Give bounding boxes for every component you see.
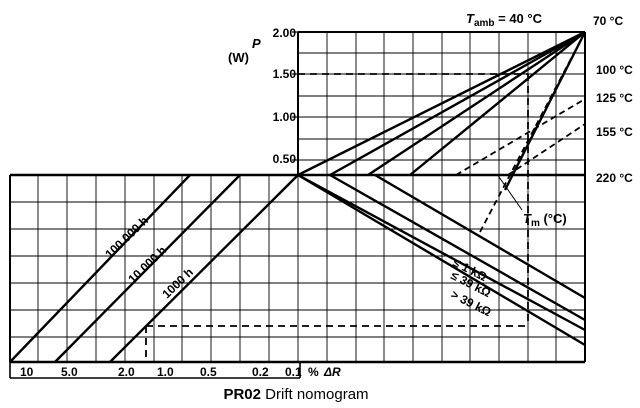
y-tick-label: 1.50 xyxy=(273,67,297,81)
hour-line-1000 xyxy=(109,174,299,363)
x-tick-label: 5.0 xyxy=(61,365,78,379)
right-temp-label: 220 °C xyxy=(596,171,633,185)
hour-label: 10 000 h xyxy=(125,243,169,286)
y-tick-label: 1.00 xyxy=(273,110,297,124)
derating-line-100 xyxy=(367,30,586,177)
hour-label: 100 000 h xyxy=(102,214,151,262)
derating-dashed-220 xyxy=(507,123,586,176)
y-axis-unit: (W) xyxy=(228,50,249,65)
nomogram-lines xyxy=(9,30,587,363)
resistance-line-extra xyxy=(374,173,586,300)
y-tick-label: 2.00 xyxy=(273,26,297,40)
tm-leader xyxy=(496,173,523,211)
x-tick-label: 0.5 xyxy=(200,365,217,379)
derating-line-40 xyxy=(297,30,586,177)
derating-steep-line xyxy=(503,31,587,191)
x-axis-symbol: ΔR xyxy=(323,365,341,379)
x-tick-label: 0.1 xyxy=(285,365,302,379)
figure-caption: PR02 Drift nomogram xyxy=(223,386,368,403)
hour-line-10000 xyxy=(54,174,241,363)
right-temp-label: 100 °C xyxy=(596,63,633,77)
right-temp-label: 155 °C xyxy=(596,125,633,139)
x-tick-label: 10 xyxy=(20,365,34,379)
x-tick-label: 2.0 xyxy=(118,365,135,379)
derating-line-70 xyxy=(329,30,586,177)
resistance-line-39k xyxy=(297,173,586,347)
hour-line-100000 xyxy=(9,174,191,363)
x-tick-label: 1.0 xyxy=(157,365,174,379)
tamb-label: Tamb = 40 °C xyxy=(466,11,543,29)
x-tick-label: 0.2 xyxy=(252,365,269,379)
resistance-line-1k xyxy=(297,173,586,332)
tm-label: Tm (°C) xyxy=(523,211,567,229)
derating-dashed-155b xyxy=(479,31,586,233)
example-path xyxy=(145,73,529,362)
y-axis-symbol: P xyxy=(252,36,261,51)
derating-dashed-155 xyxy=(455,98,586,176)
derating-line-125 xyxy=(409,31,586,176)
right-temp-label: 125 °C xyxy=(596,91,633,105)
right-temp-label: 70 °C xyxy=(593,14,623,28)
y-tick-label: 0.50 xyxy=(273,152,297,166)
resistance-line-gt39k xyxy=(329,173,586,322)
x-axis-unit: % xyxy=(308,365,319,379)
